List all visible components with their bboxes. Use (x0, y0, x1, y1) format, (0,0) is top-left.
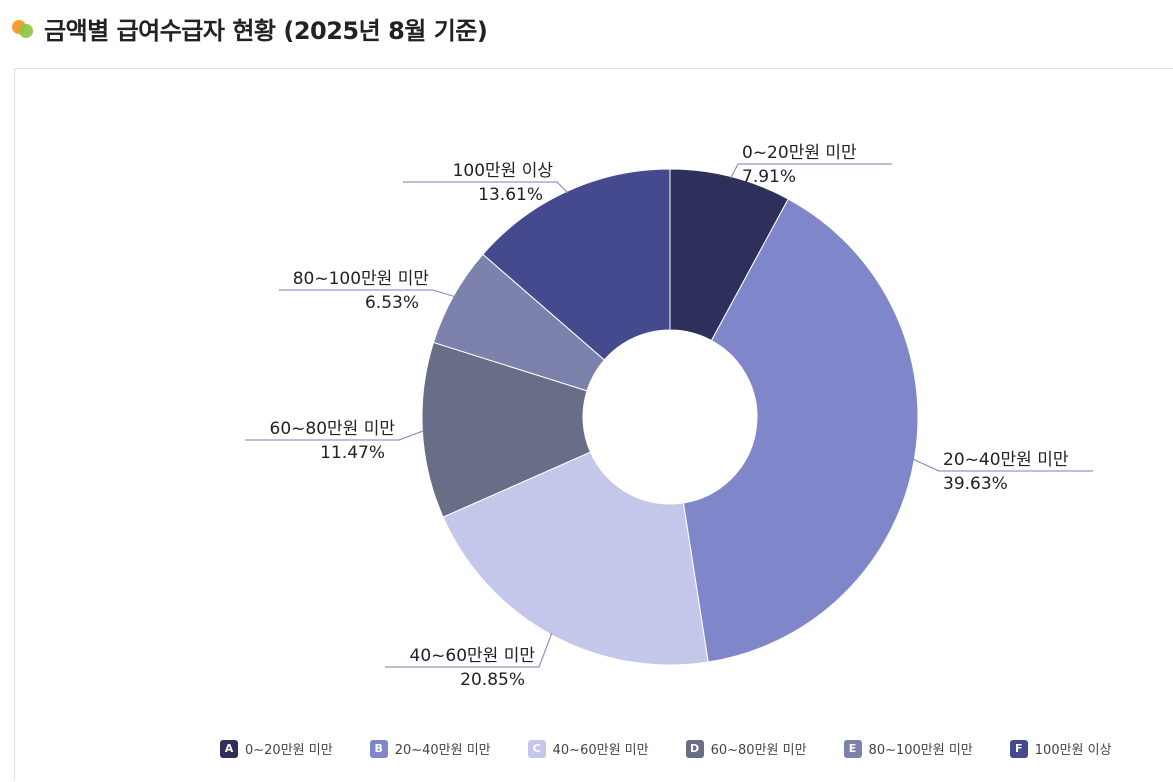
chart-legend: A 0~20만원 미만 B 20~40만원 미만 C 40~60만원 미만 D 60~80만원… (220, 739, 1112, 758)
slice-value-label-e: 6.53% (365, 293, 419, 313)
slice-name-label-a: 0~20만원 미만 (742, 143, 857, 163)
legend-item-c[interactable]: C 40~60만원 미만 (527, 739, 649, 758)
legend-label: 20~40만원 미만 (394, 743, 491, 758)
legend-swatch: C (527, 739, 546, 758)
donut-slice-d[interactable] (421, 341, 592, 518)
slice-name-label-f: 100만원 이상 (453, 161, 554, 181)
leader-line-d (245, 430, 425, 441)
legend-item-b[interactable]: B 20~40만원 미만 (369, 739, 491, 758)
leader-line-e (279, 289, 456, 298)
slice-value-label-b: 39.63% (943, 474, 1008, 494)
donut-slice-c[interactable] (442, 451, 709, 666)
legend-label: 80~100만원 미만 (868, 743, 973, 758)
legend-item-d[interactable]: D 60~80만원 미만 (685, 739, 807, 758)
slice-name-label-b: 20~40만원 미만 (943, 450, 1069, 470)
leader-line-f (403, 181, 569, 194)
page-title: 금액별 급여수급자 현황 (2025년 8월 기준) (44, 16, 488, 45)
legend-item-a[interactable]: A 0~20만원 미만 (220, 739, 333, 758)
green-circle-shape (19, 24, 33, 38)
legend-label: 100만원 이상 (1034, 743, 1112, 758)
slice-name-label-e: 80~100만원 미만 (293, 269, 430, 289)
page-header: 금액별 급여수급자 현황 (2025년 8월 기준) (12, 8, 488, 48)
slice-value-label-c: 20.85% (460, 670, 525, 690)
legend-label: 40~60만원 미만 (552, 743, 649, 758)
legend-label: 0~20만원 미만 (245, 743, 333, 758)
legend-swatch: F (1009, 739, 1028, 758)
legend-swatch: D (685, 739, 704, 758)
legend-swatch: A (220, 739, 238, 758)
legend-item-e[interactable]: E 80~100만원 미만 (843, 739, 973, 758)
chart-panel: 0~20만원 미만 7.91% 20~40만원 미만 39.63% 40~60만원 미만… (14, 68, 1173, 781)
leader-line-a (730, 163, 892, 179)
leader-line-c (385, 632, 553, 668)
legend-item-f[interactable]: F 100만원 이상 (1009, 739, 1112, 758)
dual-circle-icon (12, 17, 34, 39)
slice-value-label-d: 11.47% (320, 443, 385, 463)
donut-slice-f[interactable] (482, 168, 671, 361)
donut-chart: 0~20만원 미만 7.91% 20~40만원 미만 39.63% 40~60만원 미만… (245, 143, 1093, 690)
legend-swatch: B (369, 739, 388, 758)
slice-name-label-c: 40~60만원 미만 (410, 646, 536, 666)
slice-value-label-a: 7.91% (742, 167, 796, 187)
slice-name-label-d: 60~80만원 미만 (270, 419, 396, 439)
donut-slice-b[interactable] (682, 198, 919, 663)
leader-line-b (912, 458, 1093, 472)
legend-label: 60~80만원 미만 (710, 743, 807, 758)
legend-swatch: E (843, 739, 862, 758)
slice-value-label-f: 13.61% (478, 185, 543, 205)
